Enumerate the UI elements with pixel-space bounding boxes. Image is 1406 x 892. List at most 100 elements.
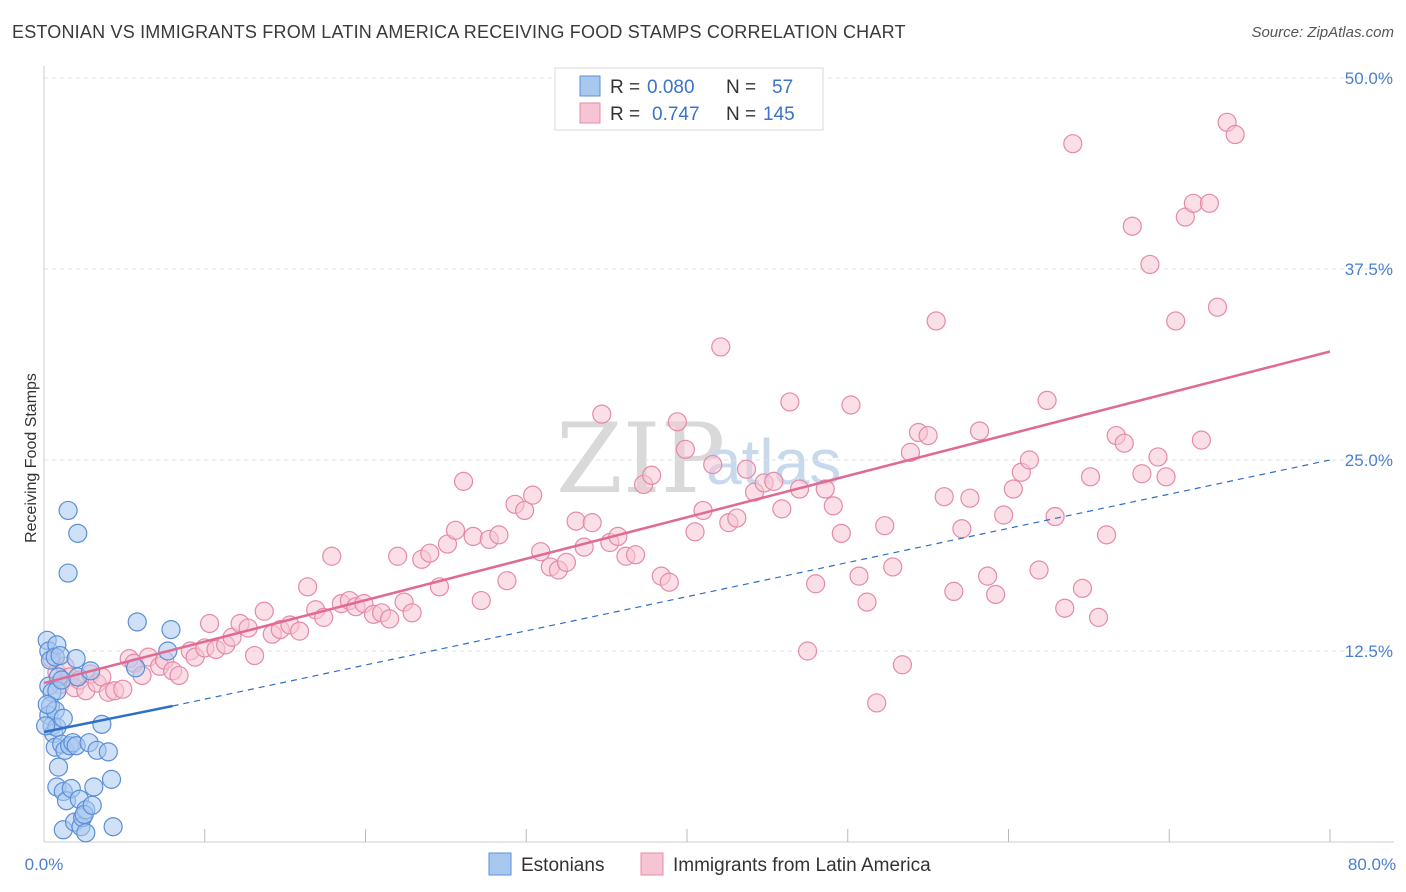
chart-title: ESTONIAN VS IMMIGRANTS FROM LATIN AMERIC… (12, 22, 906, 42)
immigrants-point-94 (780, 392, 800, 412)
immigrants-point-116 (969, 421, 990, 441)
immigrants-point-122 (1019, 450, 1039, 470)
immigrants-point-25 (199, 613, 220, 634)
immigrants-point-119 (994, 505, 1014, 525)
immigrants-point-108 (900, 442, 921, 462)
immigrants-point-134 (1122, 216, 1142, 236)
estonians-point-44 (84, 777, 104, 797)
immigrants-point-13 (113, 679, 133, 699)
immigrants-point-96 (797, 641, 818, 661)
legend-n-value-2: 145 (763, 104, 795, 125)
immigrants-point-92 (764, 471, 784, 491)
immigrants-point-107 (892, 655, 913, 675)
immigrants-point-127 (1063, 134, 1083, 154)
immigrants-point-129 (1080, 467, 1101, 487)
immigrants-point-97 (805, 574, 826, 594)
immigrants-point-78 (642, 465, 662, 485)
grid-lines (44, 77, 1394, 652)
immigrants-point-63 (515, 500, 535, 521)
immigrants-point-86 (711, 337, 731, 357)
immigrants-point-71 (582, 513, 602, 533)
immigrants-point-50 (402, 603, 422, 623)
x-tick-label-min: 0.0% (25, 855, 64, 874)
estonians-point-55 (37, 694, 57, 715)
immigrants-point-138 (1156, 467, 1176, 487)
estonians-point-50 (103, 817, 123, 837)
immigrants-point-82 (675, 439, 695, 459)
immigrants-point-103 (857, 592, 877, 612)
immigrants-point-68 (556, 552, 577, 572)
x-axis-ticks (204, 829, 1331, 842)
immigrants-point-131 (1096, 525, 1117, 545)
immigrants-point-104 (867, 693, 887, 713)
immigrants-point-133 (1114, 433, 1134, 453)
y-axis-label: Receiving Food Stamps (23, 373, 40, 543)
y-tick-label-3: 50.0% (1345, 69, 1393, 88)
chart-source: Source: ZipAtlas.com (1251, 24, 1394, 41)
immigrants-point-113 (944, 581, 964, 602)
immigrants-point-143 (1199, 193, 1220, 213)
immigrants-point-102 (849, 566, 869, 586)
immigrants-point-83 (685, 522, 705, 542)
immigrants-point-115 (960, 488, 980, 508)
immigrants-point-125 (1045, 506, 1065, 527)
immigrants-point-106 (883, 557, 903, 577)
immigrants-point-135 (1132, 464, 1152, 484)
estonians-point-48 (98, 742, 118, 762)
estonians-point-18 (50, 645, 70, 666)
immigrants-point-100 (831, 523, 851, 543)
immigrants-point-105 (875, 516, 895, 536)
estonians-point-32 (66, 649, 86, 669)
legend-r-label-2: R = (610, 104, 640, 125)
immigrants-point-47 (380, 609, 400, 629)
legend-n-value-1: 57 (772, 77, 793, 98)
legend-r-value-2: 0.747 (652, 104, 700, 125)
legend-top: R = 0.080 N = 57 R = 0.747 N = 145 (554, 67, 824, 131)
y-tick-label-2: 37.5% (1345, 260, 1393, 279)
immigrants-point-123 (1029, 560, 1049, 580)
estonians-point-49 (101, 769, 122, 789)
trend-lines (43, 350, 1331, 734)
estonians-point-53 (161, 620, 181, 640)
legend-bottom-swatch-estonians (488, 852, 512, 876)
y-tick-label-0: 12.5% (1345, 642, 1393, 661)
immigrants-point-114 (952, 519, 972, 539)
immigrants-point-70 (574, 537, 594, 557)
immigrants-point-55 (445, 520, 466, 540)
legend-swatch-estonians (579, 75, 601, 97)
immigrants-point-37 (298, 577, 318, 597)
immigrants-point-89 (736, 459, 757, 479)
immigrants-point-76 (625, 545, 646, 565)
immigrants-point-136 (1140, 254, 1160, 275)
immigrants-point-98 (815, 479, 835, 499)
immigrants-point-141 (1183, 193, 1203, 213)
immigrants-point-56 (453, 471, 474, 491)
x-tick-label-max: 80.0% (1348, 855, 1396, 874)
estonians-point-38 (68, 523, 88, 543)
immigrants-point-99 (823, 496, 843, 516)
legend-r-label-1: R = (610, 77, 640, 98)
immigrants-point-48 (388, 546, 408, 566)
immigrants-point-144 (1207, 297, 1228, 317)
immigrants-point-69 (566, 511, 586, 531)
immigrants-point-40 (322, 546, 342, 566)
immigrants-point-31 (244, 645, 265, 666)
estonians-point-29 (58, 500, 78, 521)
legend-n-label-2: N = (726, 104, 756, 125)
immigrants-point-60 (489, 525, 509, 545)
immigrants-point-146 (1225, 124, 1245, 145)
immigrants-point-32 (254, 601, 274, 621)
immigrants-point-111 (926, 311, 946, 331)
immigrants-point-101 (841, 395, 861, 415)
immigrants-point-93 (772, 499, 792, 519)
immigrants-point-124 (1037, 390, 1057, 411)
immigrants-point-61 (497, 571, 517, 591)
immigrants-point-139 (1166, 311, 1186, 331)
estonians-point-28 (58, 563, 78, 583)
immigrants-point-110 (918, 425, 938, 446)
immigrants-point-128 (1072, 578, 1093, 598)
immigrants-point-21 (169, 665, 189, 686)
estonians-point-16 (48, 757, 69, 777)
immigrants-point-85 (703, 454, 723, 475)
